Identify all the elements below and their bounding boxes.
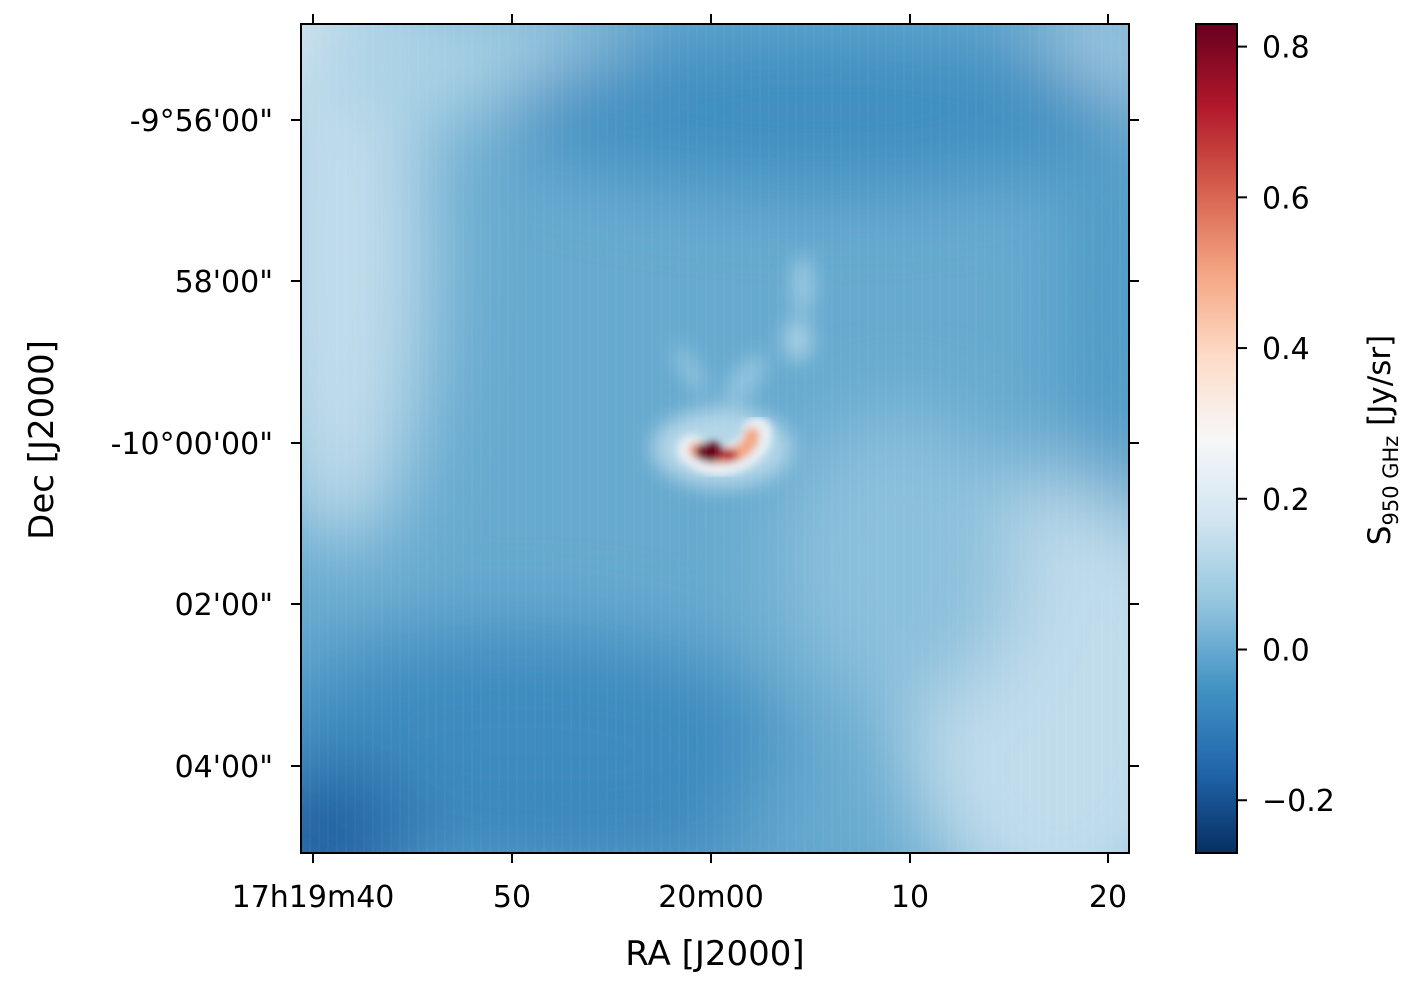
colorbar-tick-label: 0.4 [1262, 332, 1310, 367]
colorbar-tick-label: 0.8 [1262, 31, 1310, 66]
colorbar-label-main: S [1362, 526, 1398, 546]
colorbar-tick-label: 0.2 [1262, 483, 1310, 518]
colorbar-tick-label: 0.0 [1262, 634, 1310, 669]
y-tick-label: 02'00" [175, 588, 273, 623]
map-frame [300, 23, 1130, 854]
x-tick-label: 10 [891, 880, 929, 915]
colorbar-label-sub: 950 GHz [1379, 436, 1403, 526]
colorbar-label: S950 GHz [Jy/sr] [1362, 335, 1403, 545]
heatmap-image [301, 24, 1129, 853]
colorbar-label-unit: [Jy/sr] [1362, 335, 1398, 436]
colorbar-tick-label: −0.2 [1262, 784, 1335, 819]
colorbar-ticks: −0.2 0.0 0.2 0.4 0.6 0.8 [1237, 31, 1335, 819]
x-axis-ticks: 17h19m40 50 20m00 10 20 [232, 14, 1127, 915]
arc-source [677, 417, 773, 476]
x-tick-label: 20 [1089, 880, 1127, 915]
y-tick-label: 04'00" [175, 750, 273, 785]
pixel-grid-texture [301, 24, 1121, 853]
x-tick-label: 20m00 [658, 880, 764, 915]
colorbar [1195, 23, 1238, 854]
x-tick-label: 17h19m40 [232, 880, 395, 915]
diffuse-emission [301, 24, 1129, 853]
y-axis-label: Dec [J2000] [22, 340, 62, 540]
x-tick-label: 50 [493, 880, 531, 915]
y-tick-label: -10°00'00" [111, 427, 273, 462]
x-axis-label: RA [J2000] [625, 934, 804, 974]
y-axis-ticks: -9°56'00" 58'00" -10°00'00" 02'00" 04'00" [111, 104, 1139, 785]
colorbar-tick-label: 0.6 [1262, 181, 1310, 216]
y-tick-label: 58'00" [175, 265, 273, 300]
y-tick-label: -9°56'00" [130, 104, 273, 139]
